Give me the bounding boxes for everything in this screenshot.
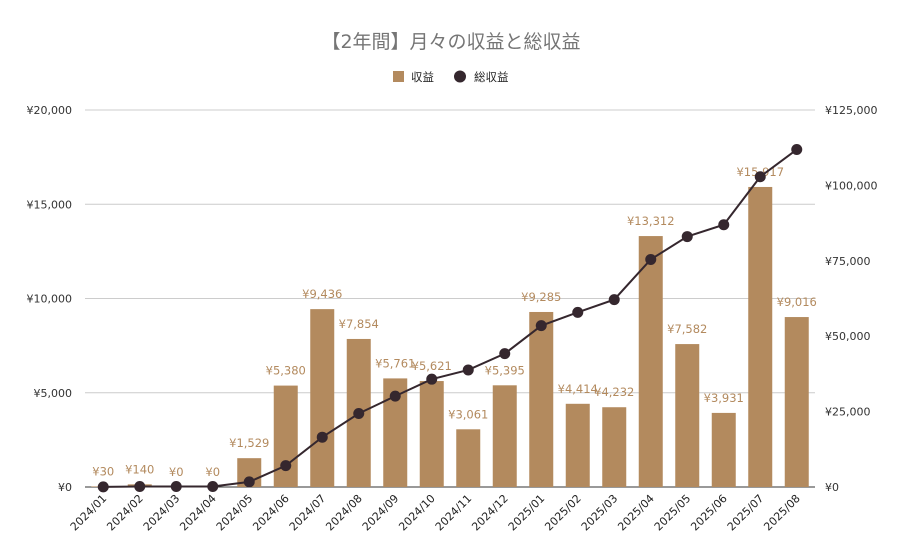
line-point	[426, 373, 438, 385]
line-point	[645, 253, 657, 265]
bar	[638, 236, 663, 487]
bar	[456, 429, 481, 487]
x-tick-label: 2024/06	[250, 492, 292, 534]
bar-data-label: ¥9,285	[521, 290, 561, 304]
legend-label-bar: 収益	[411, 70, 434, 84]
line-point	[681, 231, 693, 243]
bar-data-label: ¥0	[169, 465, 184, 479]
line-point	[462, 364, 474, 376]
legend-swatch-line	[454, 70, 466, 83]
line-series	[97, 144, 803, 493]
line-point	[207, 480, 219, 492]
x-tick-label: 2025/04	[615, 492, 657, 534]
line-point	[572, 306, 584, 318]
right-tick-label: ¥50,000	[825, 330, 871, 343]
bar	[529, 311, 554, 487]
line-point	[754, 171, 766, 183]
right-axis: ¥0 ¥25,000 ¥50,000 ¥75,000 ¥100,000 ¥125,000	[825, 104, 878, 494]
bar-data-labels: ¥30 ¥140 ¥0 ¥0 ¥1,529 ¥5,380 ¥9,436 ¥7,854 ¥5,76…	[92, 165, 817, 479]
line-point	[280, 460, 292, 472]
x-tick-label: 2024/10	[396, 492, 438, 534]
x-tick-label: 2024/01	[68, 492, 110, 534]
x-tick-label: 2024/02	[104, 492, 146, 534]
bar	[675, 344, 700, 487]
x-tick-label: 2024/03	[141, 492, 183, 534]
line-point	[389, 390, 401, 402]
bar	[310, 309, 335, 487]
line-point	[134, 480, 146, 492]
chart-title: 【2年間】月々の収益と総収益	[321, 31, 580, 53]
x-tick-label: 2024/08	[323, 492, 365, 534]
x-tick-label: 2025/03	[579, 492, 621, 534]
x-tick-label: 2025/08	[761, 492, 803, 534]
left-tick-label: ¥0	[58, 481, 72, 494]
line-point	[718, 219, 730, 231]
left-tick-label: ¥5,000	[34, 387, 73, 400]
bar-data-label: ¥4,414	[558, 382, 598, 396]
cumulative-line	[103, 148, 798, 488]
bar-series	[91, 186, 809, 488]
bar-data-label: ¥0	[205, 465, 220, 479]
x-tick-label: 2024/09	[360, 492, 402, 534]
left-axis: ¥0 ¥5,000 ¥10,000 ¥15,000 ¥20,000	[27, 104, 73, 494]
line-point	[353, 408, 365, 420]
left-tick-label: ¥15,000	[27, 198, 73, 211]
bar-data-label: ¥5,621	[412, 359, 452, 373]
bar-data-label: ¥30	[92, 464, 114, 478]
gridlines	[85, 109, 815, 488]
x-tick-label: 2025/05	[652, 492, 694, 534]
x-tick-label: 2025/07	[725, 492, 767, 534]
right-tick-label: ¥0	[825, 481, 839, 494]
x-tick-label: 2025/06	[688, 492, 730, 534]
right-tick-label: ¥125,000	[825, 104, 878, 117]
bar-data-label: ¥5,380	[266, 364, 306, 378]
bar	[784, 317, 809, 487]
line-point	[535, 320, 547, 332]
bar	[602, 407, 627, 487]
bar	[711, 412, 736, 487]
bar-data-label: ¥7,854	[339, 317, 379, 331]
x-tick-label: 2024/04	[177, 492, 219, 534]
bar-data-label: ¥3,061	[448, 407, 488, 421]
line-point	[608, 294, 620, 306]
bar-data-label: ¥9,016	[777, 295, 817, 309]
x-tick-label: 2025/02	[542, 492, 584, 534]
x-tick-label: 2024/05	[214, 492, 256, 534]
right-tick-label: ¥25,000	[825, 406, 871, 419]
legend-swatch-bar	[393, 71, 404, 82]
bar-data-label: ¥1,529	[229, 436, 269, 450]
bar-data-label: ¥4,232	[594, 385, 634, 399]
x-tick-label: 2024/12	[469, 492, 511, 534]
left-tick-label: ¥10,000	[27, 293, 73, 306]
bar	[565, 403, 590, 487]
line-point	[499, 348, 511, 360]
bar	[419, 381, 444, 487]
line-point	[243, 476, 255, 488]
line-point	[170, 480, 182, 492]
bar-data-label: ¥9,436	[302, 287, 342, 301]
bar-data-label: ¥7,582	[667, 322, 707, 336]
line-point	[97, 481, 109, 493]
x-tick-label: 2024/07	[287, 492, 329, 534]
chart-legend: 収益 総収益	[393, 70, 509, 84]
right-tick-label: ¥75,000	[825, 255, 871, 268]
bar-data-label: ¥140	[125, 462, 154, 476]
right-tick-label: ¥100,000	[825, 179, 878, 192]
x-axis: 2024/012024/022024/032024/042024/052024/…	[68, 492, 803, 534]
bar-data-label: ¥3,931	[704, 391, 744, 405]
x-tick-label: 2024/11	[433, 492, 475, 534]
bar	[273, 385, 298, 487]
bar-data-label: ¥5,395	[485, 363, 525, 377]
line-point	[316, 431, 328, 443]
bar-data-label: ¥13,312	[627, 214, 675, 228]
x-tick-label: 2025/01	[506, 492, 548, 534]
bar	[492, 385, 517, 487]
left-tick-label: ¥20,000	[27, 104, 73, 117]
bar	[748, 186, 773, 488]
legend-label-line: 総収益	[474, 70, 509, 84]
line-point	[791, 144, 803, 156]
bar-data-label: ¥5,761	[375, 356, 415, 370]
